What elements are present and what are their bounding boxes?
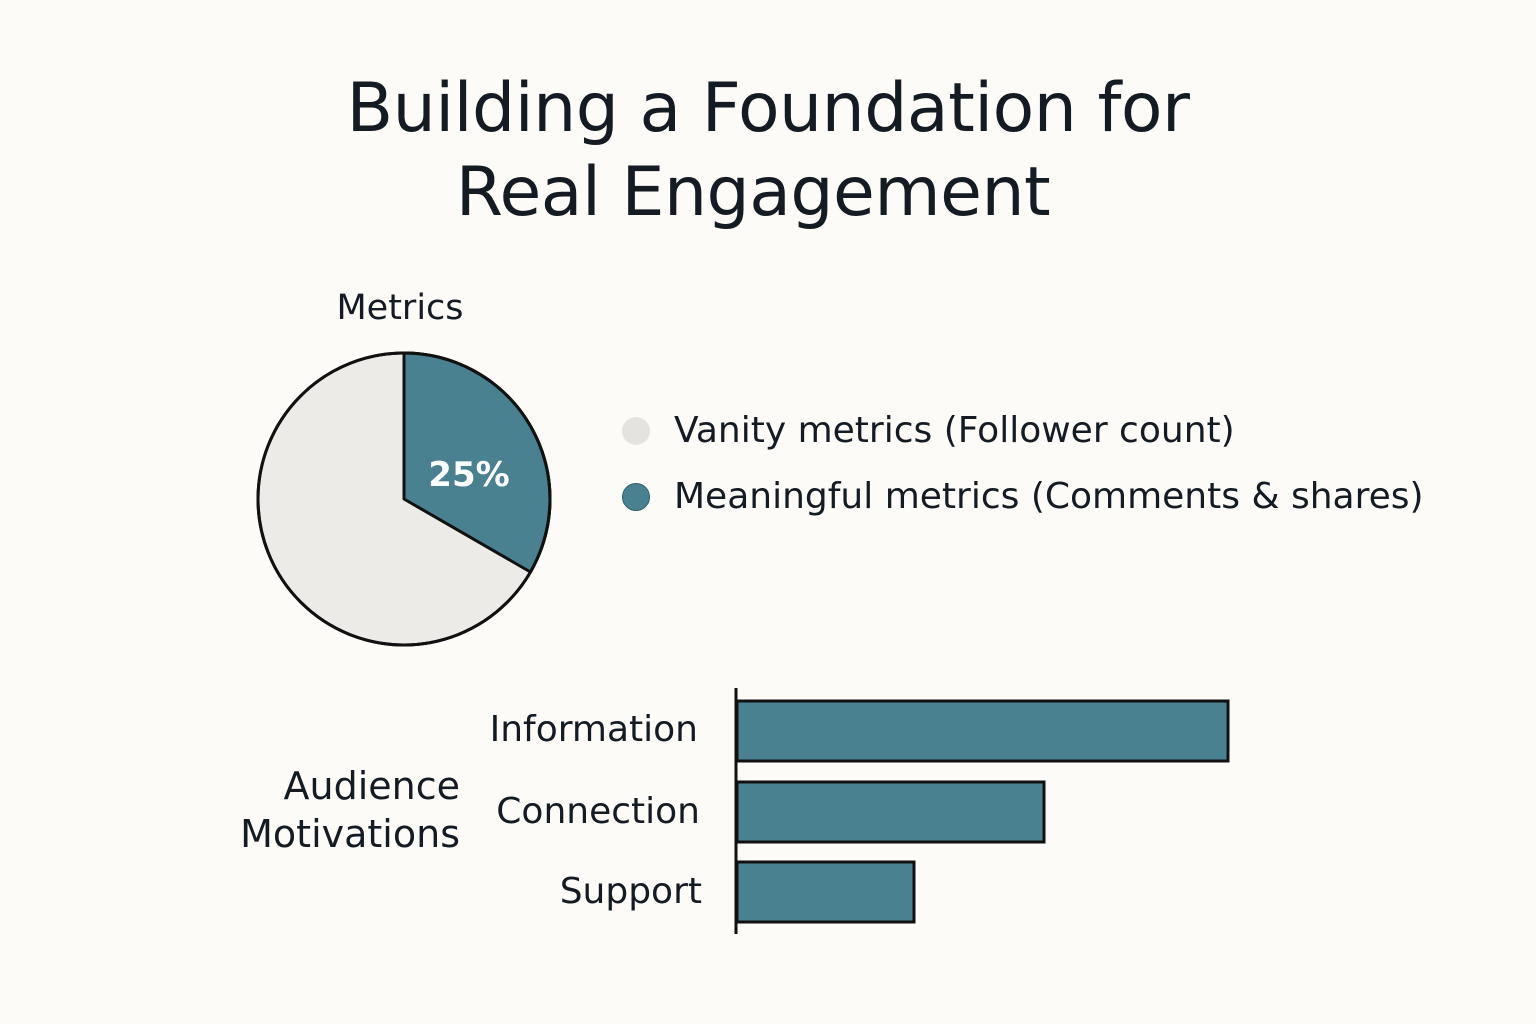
bar-connection [735, 780, 1046, 844]
legend-item-meaningful: Meaningful metrics (Comments & shares) [622, 476, 1424, 517]
group-label-line-2: Motivations [240, 812, 460, 856]
page-title-line-1: Building a Foundation for [346, 69, 1190, 148]
pie-chart: 25% [256, 351, 552, 647]
bar-group-label: Audience Motivations [200, 762, 460, 858]
legend-label: Vanity metrics (Follower count) [674, 410, 1235, 451]
bar-label-connection: Connection [496, 791, 700, 832]
group-label-line-1: Audience [283, 764, 461, 808]
bar-chart [734, 688, 1230, 934]
bar-information [735, 699, 1230, 763]
legend-label: Meaningful metrics (Comments & shares) [674, 476, 1424, 517]
legend-dot-teal-icon [622, 482, 650, 511]
legend-dot-gray-icon [622, 416, 650, 445]
bar-label-information: Information [489, 709, 698, 750]
pie-chart-title: Metrics [336, 288, 464, 328]
legend-item-vanity: Vanity metrics (Follower count) [622, 410, 1235, 451]
page-title-line-2: Real Engagement [455, 153, 1051, 232]
pie-slice-label: 25% [428, 455, 509, 495]
bar-support [735, 860, 916, 924]
pie-outline [256, 351, 552, 647]
bar-label-support: Support [559, 871, 702, 912]
